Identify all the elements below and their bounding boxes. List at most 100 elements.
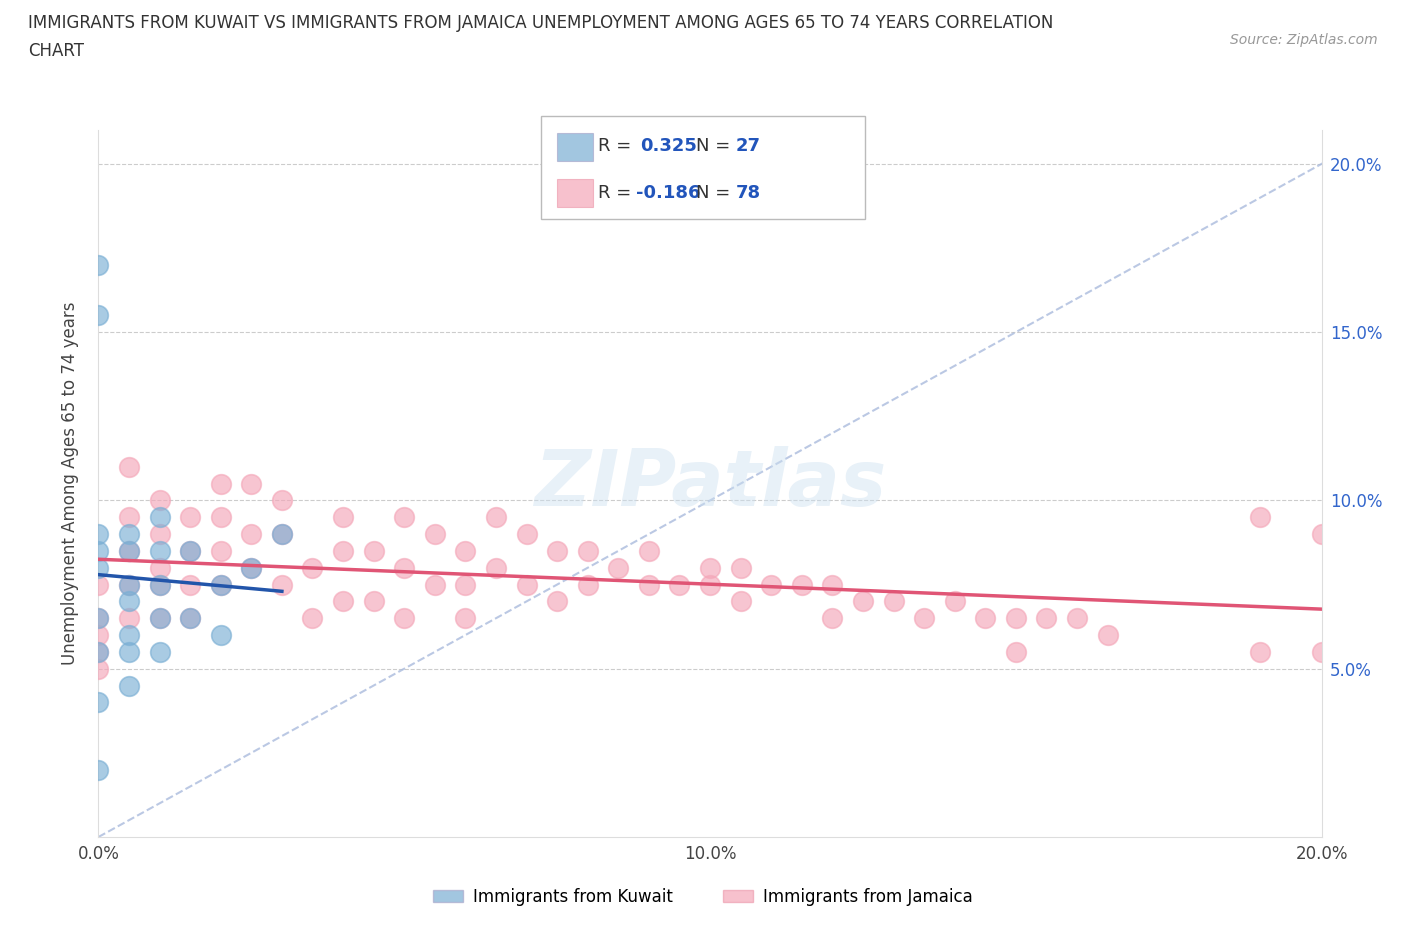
Point bbox=[179, 543, 201, 558]
Point bbox=[209, 628, 232, 643]
Point bbox=[1310, 644, 1333, 659]
Point bbox=[301, 560, 323, 575]
Text: 78: 78 bbox=[735, 183, 761, 202]
Text: N =: N = bbox=[696, 137, 735, 155]
Point bbox=[454, 578, 477, 592]
Point bbox=[87, 526, 110, 541]
Point bbox=[87, 308, 110, 323]
Legend: Immigrants from Kuwait, Immigrants from Jamaica: Immigrants from Kuwait, Immigrants from … bbox=[426, 881, 980, 912]
Point bbox=[118, 644, 141, 659]
Point bbox=[759, 578, 782, 592]
Point bbox=[423, 526, 446, 541]
Point bbox=[149, 526, 172, 541]
Point bbox=[87, 661, 110, 676]
Point bbox=[1310, 526, 1333, 541]
Point bbox=[699, 578, 721, 592]
Point bbox=[363, 543, 385, 558]
Point bbox=[392, 510, 416, 525]
Point bbox=[240, 476, 263, 491]
Point bbox=[149, 578, 172, 592]
Point bbox=[179, 611, 201, 626]
Point bbox=[821, 578, 844, 592]
Point bbox=[87, 763, 110, 777]
Point bbox=[392, 560, 416, 575]
Point bbox=[883, 594, 905, 609]
Point bbox=[270, 578, 292, 592]
Point bbox=[87, 543, 110, 558]
Point bbox=[87, 644, 110, 659]
Point bbox=[1035, 611, 1057, 626]
Point bbox=[118, 678, 141, 693]
Point bbox=[454, 543, 477, 558]
Point bbox=[546, 543, 568, 558]
Point bbox=[821, 611, 844, 626]
Point bbox=[149, 493, 172, 508]
Point bbox=[1004, 611, 1026, 626]
Text: CHART: CHART bbox=[28, 42, 84, 60]
Point bbox=[607, 560, 630, 575]
Point bbox=[118, 526, 141, 541]
Point bbox=[576, 543, 599, 558]
Text: N =: N = bbox=[696, 183, 735, 202]
Point bbox=[209, 543, 232, 558]
Point bbox=[516, 526, 538, 541]
Text: R =: R = bbox=[598, 183, 637, 202]
Point bbox=[423, 578, 446, 592]
Point bbox=[546, 594, 568, 609]
Point bbox=[179, 543, 201, 558]
Point bbox=[332, 594, 354, 609]
Point bbox=[87, 578, 110, 592]
Text: IMMIGRANTS FROM KUWAIT VS IMMIGRANTS FROM JAMAICA UNEMPLOYMENT AMONG AGES 65 TO : IMMIGRANTS FROM KUWAIT VS IMMIGRANTS FRO… bbox=[28, 14, 1053, 32]
Point bbox=[270, 493, 292, 508]
Text: -0.186: -0.186 bbox=[636, 183, 700, 202]
Point bbox=[149, 611, 172, 626]
Point bbox=[363, 594, 385, 609]
Point bbox=[240, 560, 263, 575]
Point bbox=[118, 459, 141, 474]
Point bbox=[332, 543, 354, 558]
Point bbox=[730, 560, 752, 575]
Point bbox=[118, 578, 141, 592]
Point bbox=[179, 578, 201, 592]
Point bbox=[87, 560, 110, 575]
Text: R =: R = bbox=[598, 137, 637, 155]
Point bbox=[730, 594, 752, 609]
Point bbox=[87, 695, 110, 710]
Point bbox=[332, 510, 354, 525]
Point bbox=[974, 611, 997, 626]
Point bbox=[485, 560, 508, 575]
Point bbox=[852, 594, 875, 609]
Point bbox=[1004, 644, 1026, 659]
Y-axis label: Unemployment Among Ages 65 to 74 years: Unemployment Among Ages 65 to 74 years bbox=[60, 302, 79, 665]
Point bbox=[149, 578, 172, 592]
Point bbox=[149, 644, 172, 659]
Point bbox=[209, 476, 232, 491]
Point bbox=[118, 543, 141, 558]
Point bbox=[179, 510, 201, 525]
Point bbox=[1066, 611, 1088, 626]
Point bbox=[1097, 628, 1119, 643]
Point bbox=[1249, 644, 1271, 659]
Text: ZIPatlas: ZIPatlas bbox=[534, 445, 886, 522]
Point bbox=[270, 526, 292, 541]
Point bbox=[149, 543, 172, 558]
Point bbox=[240, 560, 263, 575]
Point bbox=[118, 611, 141, 626]
Point bbox=[149, 510, 172, 525]
Point bbox=[790, 578, 813, 592]
Point bbox=[699, 560, 721, 575]
Point bbox=[270, 526, 292, 541]
Point bbox=[118, 628, 141, 643]
Text: 27: 27 bbox=[735, 137, 761, 155]
Point bbox=[209, 510, 232, 525]
Point bbox=[87, 611, 110, 626]
Point bbox=[87, 611, 110, 626]
Point bbox=[149, 560, 172, 575]
Point bbox=[118, 510, 141, 525]
Point bbox=[637, 578, 661, 592]
Point bbox=[118, 578, 141, 592]
Point bbox=[943, 594, 966, 609]
Point bbox=[149, 611, 172, 626]
Point bbox=[485, 510, 508, 525]
Point bbox=[118, 543, 141, 558]
